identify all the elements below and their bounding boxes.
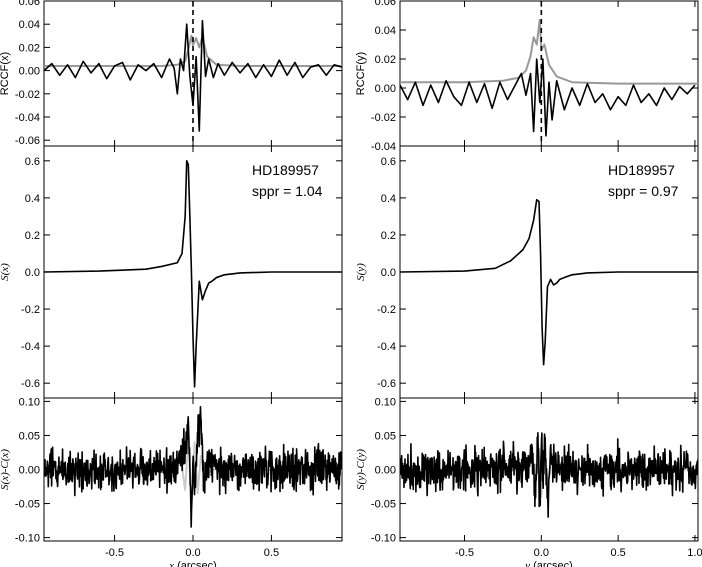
star-name: HD189957	[608, 162, 675, 178]
y-tick-label: 0.02	[375, 54, 396, 66]
panel-x-residual: 0.10 0.05 0.00 -0.05 -0.10 -0.5 0.0 0.5 S(x)-C(x…	[0, 396, 343, 567]
y-tick-label: 0.10	[19, 396, 40, 408]
panel-x-rccf-series-0	[44, 34, 342, 67]
y-tick-label: -0.2	[21, 304, 40, 316]
x-tick-label: 0.0	[534, 547, 549, 559]
y-tick-label: 0.04	[19, 19, 40, 31]
panel-x-rccf-ylabel: RCCF(x)	[0, 52, 11, 95]
x-tick-label: 0.0	[185, 547, 200, 559]
star-name: HD189957	[252, 162, 319, 178]
y-tick-label: 0.0	[25, 267, 40, 279]
y-tick-label: 0.05	[19, 430, 40, 442]
xlabel-variable: x	[168, 560, 174, 567]
panel-y-signal-series-0	[400, 198, 698, 366]
y-tick-label: -0.06	[15, 135, 40, 147]
y-tick-label: -0.4	[377, 341, 396, 353]
y-tick-label: -0.05	[371, 499, 396, 511]
sppr-value: sppr = 1.04	[252, 183, 323, 199]
y-tick-label: -0.10	[371, 533, 396, 545]
panel-y-rccf-plot	[400, 1, 698, 146]
y-tick-label: 0.00	[375, 83, 396, 95]
panel-x-rccf-plot	[44, 1, 342, 146]
y-tick-label: 0.6	[381, 156, 396, 168]
panel-y-signal-ylabel: S(y)	[355, 263, 367, 281]
panel-x-signal-plot	[44, 160, 342, 388]
xlabel-unit: (arcsec)	[174, 560, 217, 567]
x-tick-label: 0.5	[264, 547, 279, 559]
y-tick-label: -0.4	[21, 341, 40, 353]
y-tick-label: 0.10	[375, 396, 396, 408]
panel-x-signal: 0.6 0.4 0.2 0.0 -0.2 -0.4 -0.6 S(x) HD189957 sppr…	[0, 145, 343, 399]
panel-y-rccf-series-0	[400, 18, 698, 85]
panel-x-residual-xlabel: x (arcsec)	[168, 560, 217, 567]
panel-y-residual: 0.10 0.05 0.00 -0.05 -0.10 -0.5 0.0 0.5 1.0 S(y)-…	[355, 396, 702, 567]
y-tick-label: -0.04	[371, 141, 396, 153]
y-tick-label: -0.6	[21, 378, 40, 390]
panel-y-residual-series-1	[400, 431, 698, 518]
panel-y-rccf-frame	[399, 0, 699, 147]
y-tick-label: -0.6	[377, 378, 396, 390]
y-tick-label: -0.10	[15, 533, 40, 545]
y-tick-label: 0.4	[25, 193, 40, 205]
panel-y-signal: 0.6 0.4 0.2 0.0 -0.2 -0.4 -0.6 S(y) HD189957 sppr…	[355, 145, 699, 399]
panel-y-residual-xlabel: y (arcsec)	[524, 560, 573, 567]
y-tick-label: 0.6	[25, 156, 40, 168]
panel-x-signal-series-0	[44, 160, 342, 388]
y-tick-label: 0.00	[375, 465, 396, 477]
sppr-value: sppr = 0.97	[608, 183, 679, 199]
panel-x-signal-ylabel: S(x)	[0, 263, 11, 281]
y-tick-label: -0.02	[15, 89, 40, 101]
y-tick-label: -0.2	[377, 304, 396, 316]
panel-x-rccf-series-1	[44, 19, 342, 132]
panel-y-residual-plot	[400, 431, 698, 518]
y-tick-label: 0.00	[19, 66, 40, 78]
xlabel-variable: y	[524, 560, 530, 567]
y-tick-label: -0.05	[15, 499, 40, 511]
panel-x-residual-plot	[44, 406, 342, 528]
y-tick-label: 0.06	[19, 0, 40, 8]
y-tick-label: 0.04	[375, 25, 396, 37]
y-tick-label: 0.00	[19, 465, 40, 477]
y-tick-label: 0.05	[375, 430, 396, 442]
panel-y-rccf: 0.06 0.04 0.02 0.00 -0.02 -0.04 RCCF(y)	[355, 0, 699, 153]
x-tick-label: -0.5	[455, 547, 474, 559]
y-tick-label: -0.02	[371, 112, 396, 124]
x-tick-label: -0.5	[105, 547, 124, 559]
panel-y-rccf-ylabel: RCCF(y)	[355, 52, 367, 95]
y-tick-label: 0.0	[381, 267, 396, 279]
y-tick-label: 0.02	[19, 42, 40, 54]
panel-y-residual-ylabel: S(y)-C(y)	[355, 449, 367, 490]
panel-x-residual-ylabel: S(x)-C(x)	[0, 449, 11, 490]
y-tick-label: 0.2	[25, 230, 40, 242]
y-tick-label: -0.04	[15, 112, 40, 124]
panel-y-rccf-series-1	[400, 58, 696, 137]
y-tick-label: 0.2	[381, 230, 396, 242]
x-tick-label: 1.0	[687, 547, 702, 559]
panel-y-signal-plot	[400, 198, 698, 366]
xlabel-unit: (arcsec)	[530, 560, 573, 567]
x-tick-label: 0.5	[610, 547, 625, 559]
panel-x-residual-series-1	[44, 406, 342, 528]
y-tick-label: 0.4	[381, 193, 396, 205]
panel-x-rccf: 0.06 0.04 0.02 0.00 -0.02 -0.04 -0.06 RCCF(x)	[0, 0, 343, 147]
y-tick-label: 0.06	[375, 0, 396, 8]
